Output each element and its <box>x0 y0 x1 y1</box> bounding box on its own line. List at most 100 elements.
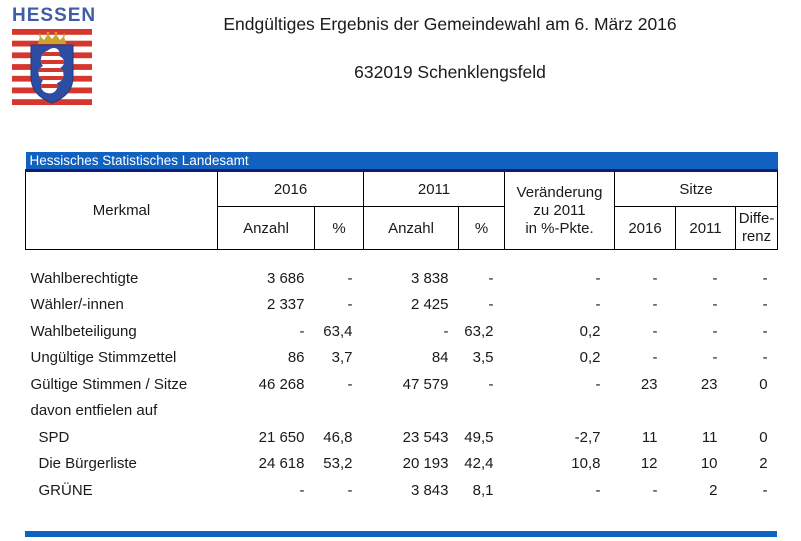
value-cell: 11 <box>641 428 658 446</box>
value-cell: 10 <box>700 455 718 473</box>
col-header-anzahl-2016: Anzahl <box>217 206 315 250</box>
value-cell <box>459 398 505 425</box>
col-header-percent-2016: % <box>314 206 364 250</box>
value-cell: 46 268 <box>258 375 305 393</box>
col-header-percent-2011: % <box>458 206 505 250</box>
row-label: Ungültige Stimmzettel <box>30 349 177 367</box>
value-cell: - <box>652 349 658 367</box>
col-header-2011: 2011 <box>363 170 505 207</box>
col-header-anzahl-2011: Anzahl <box>363 206 459 250</box>
value-cell: - <box>299 322 305 340</box>
value-cell <box>615 398 676 425</box>
row-label: Die Bürgerliste <box>38 455 137 473</box>
results-table: Hessisches Statistisches Landesamt Merkm… <box>25 152 779 504</box>
row-label: GRÜNE <box>38 481 93 499</box>
value-cell: - <box>443 322 449 340</box>
value-cell: - <box>652 481 658 499</box>
value-cell: 53,2 <box>323 455 353 473</box>
value-cell: 0 <box>759 375 768 393</box>
value-cell: - <box>595 481 601 499</box>
value-cell: - <box>347 296 353 314</box>
header-row-sub: Anzahl % Anzahl % 2016 2011 Diffe- renz <box>26 206 779 250</box>
value-cell: - <box>652 322 658 340</box>
value-cell: - <box>712 322 718 340</box>
table-row: Gültige Stimmen / Sitze 46 268 - 47 579 - - 23… <box>26 371 778 398</box>
value-cell <box>218 398 315 425</box>
table-row: GRÜNE - - 3 843 8,1 - - 2 - <box>26 477 778 504</box>
value-cell: 3 838 <box>410 269 449 287</box>
value-cell: 2 <box>709 481 718 499</box>
value-cell: - <box>762 322 768 340</box>
banner-row: Hessisches Statistisches Landesamt <box>25 152 778 172</box>
value-cell: 23 <box>640 375 658 393</box>
value-cell: - <box>762 296 768 314</box>
value-cell: 2 425 <box>410 296 449 314</box>
value-cell: - <box>488 375 494 393</box>
value-cell: 11 <box>701 428 718 446</box>
value-cell: - <box>762 349 768 367</box>
table-row: Die Bürgerliste 24 618 53,2 20 193 42,4 10,8 1… <box>26 451 778 478</box>
table-row: davon entfielen auf <box>26 398 778 425</box>
table-row: Wähler/-innen 2 337 - 2 425 - - - - - <box>26 292 778 319</box>
value-cell: 20 193 <box>402 455 449 473</box>
value-cell: 49,5 <box>464 428 494 446</box>
row-label: Wahlberechtigte <box>30 269 139 287</box>
value-cell: - <box>488 269 494 287</box>
value-cell: - <box>712 269 718 287</box>
value-cell: 2 337 <box>266 296 305 314</box>
title-block: Endgültiges Ergebnis der Gemeindewahl am… <box>105 13 795 83</box>
value-cell: 3 686 <box>266 269 305 287</box>
value-cell: 86 <box>287 349 305 367</box>
value-cell: 12 <box>640 455 658 473</box>
value-cell: - <box>652 296 658 314</box>
col-header-differenz: Diffe- renz <box>734 206 779 250</box>
value-cell: - <box>488 296 494 314</box>
value-cell: 0 <box>759 428 768 446</box>
value-cell <box>315 398 364 425</box>
table-row: Ungültige Stimmzettel 86 3,7 84 3,5 0,2 - - - <box>26 345 778 372</box>
value-cell: - <box>712 349 718 367</box>
value-cell: - <box>595 269 601 287</box>
lion-icon <box>38 47 65 94</box>
page-title: Endgültiges Ergebnis der Gemeindewahl am… <box>223 14 677 34</box>
bottom-bar <box>25 531 777 537</box>
value-cell: - <box>595 296 601 314</box>
col-header-sitze: Sitze <box>613 170 779 207</box>
row-label: davon entfielen auf <box>30 402 158 420</box>
value-cell: - <box>652 269 658 287</box>
table-body: Wahlberechtigte 3 686-3 838- - - - - Wähler/-i… <box>26 250 778 504</box>
value-cell: 3,5 <box>472 349 494 367</box>
value-cell: 23 543 <box>402 428 449 446</box>
col-header-sitze-2011: 2011 <box>675 206 736 250</box>
value-cell: 3,7 <box>331 349 353 367</box>
spacer-row <box>26 250 778 266</box>
value-cell: - <box>299 481 305 499</box>
agency-banner: Hessisches Statistisches Landesamt <box>25 152 778 172</box>
value-cell: 10,8 <box>571 455 601 473</box>
hessen-logo: HESSEN <box>12 6 98 107</box>
table-row: SPD 21 650 46,8 23 543 49,5 -2,7 11 11 0 <box>26 424 778 451</box>
row-label: Gültige Stimmen / Sitze <box>30 375 188 393</box>
value-cell <box>505 398 615 425</box>
value-cell: 21 650 <box>258 428 305 446</box>
value-cell: 47 579 <box>402 375 449 393</box>
value-cell: - <box>347 481 353 499</box>
value-cell: 0,2 <box>579 322 601 340</box>
hessen-coat-of-arms-icon <box>12 29 92 105</box>
value-cell: 2 <box>759 455 768 473</box>
value-cell: 84 <box>431 349 449 367</box>
value-cell: 24 618 <box>258 455 305 473</box>
value-cell: 46,8 <box>323 428 353 446</box>
value-cell: -2,7 <box>574 428 601 446</box>
value-cell: 63,4 <box>323 322 353 340</box>
value-cell: - <box>347 269 353 287</box>
value-cell: 0,2 <box>579 349 601 367</box>
col-header-merkmal: Merkmal <box>25 170 218 250</box>
header-row-groups: Merkmal 2016 2011 Veränderung zu 2011 in… <box>25 170 779 250</box>
value-cell: - <box>762 481 768 499</box>
col-header-sitze-2016: 2016 <box>614 206 676 250</box>
row-label: Wähler/-innen <box>30 296 124 314</box>
value-cell: - <box>712 296 718 314</box>
crown-icon <box>38 34 66 44</box>
